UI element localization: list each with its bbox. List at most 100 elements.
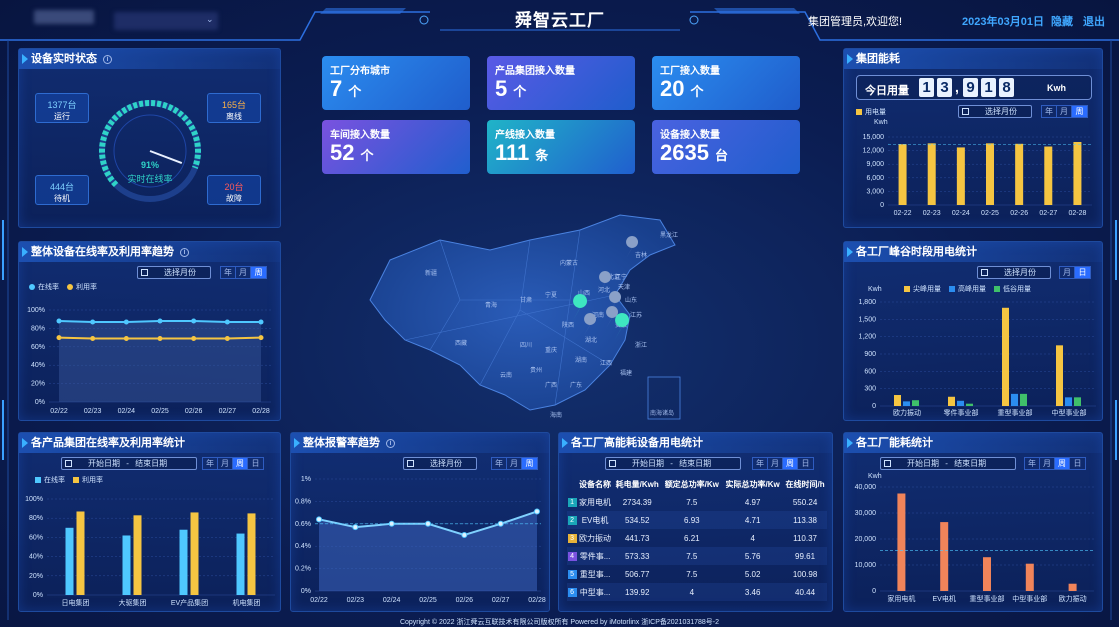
trend-month-picker[interactable]: 选择月份 — [137, 266, 211, 279]
online-rate-gauge — [99, 100, 201, 202]
info-icon[interactable]: i — [180, 247, 189, 257]
info-icon[interactable]: i — [103, 54, 112, 64]
period-option[interactable]: 周 — [522, 458, 537, 469]
peak-x-label: 重型事业部 — [998, 408, 1033, 417]
table-cell: 40.44 — [783, 583, 827, 601]
period-option[interactable]: 周 — [1072, 106, 1087, 117]
device-status-panel: 设备实时状态 i 1377台 运行 165台 离线 444台 待机 20台 故障 91% … — [18, 48, 281, 228]
period-option[interactable]: 周 — [1055, 458, 1070, 469]
period-option[interactable]: 周 — [251, 267, 266, 278]
table-cell: 4 — [750, 533, 755, 543]
product-bar — [247, 513, 256, 595]
table-row[interactable]: 1 家用电机 2734.39 7.5 4.97 550.24 — [567, 493, 827, 511]
alarm-point — [497, 520, 504, 527]
factory-energy-date-range[interactable]: 开始日期 - 结束日期 — [880, 457, 1016, 470]
factory-bar — [1025, 563, 1034, 591]
info-icon[interactable]: i — [386, 438, 395, 448]
trend-point — [191, 336, 197, 342]
energy-bar-chart: Kwh 0 3,000 6,000 9,000 12,000 15,000 02-22 02-2… — [863, 119, 1092, 217]
alarm-month-picker[interactable]: 选择月份 — [403, 457, 477, 470]
factory-tick-label: 0 — [872, 588, 876, 595]
peak-bar — [894, 395, 901, 406]
legend-item: 高峰用量 — [949, 286, 986, 293]
period-option[interactable]: 月 — [1060, 267, 1075, 278]
trend-point — [224, 336, 230, 342]
period-option[interactable]: 年 — [1042, 106, 1057, 117]
period-option[interactable]: 周 — [783, 458, 798, 469]
factory-energy-period-toggle[interactable]: 年月周日 — [1024, 457, 1086, 470]
table-header-cell — [567, 475, 577, 493]
table-cell: 100.98 — [792, 569, 818, 579]
product-date-range[interactable]: 开始日期 - 结束日期 — [61, 457, 197, 470]
period-option[interactable]: 周 — [233, 458, 248, 469]
factory-x-label: EV电机 — [933, 594, 956, 603]
device-status-title: 设备实时状态 i — [19, 49, 280, 69]
period-option[interactable]: 日 — [1073, 459, 1082, 468]
period-option[interactable]: 日 — [801, 459, 810, 468]
province-label: 贵州 — [530, 368, 543, 374]
period-option[interactable]: 年 — [492, 458, 507, 469]
energy-month-picker[interactable]: 选择月份 — [958, 105, 1032, 118]
factory-x-label: 家用电机 — [887, 594, 915, 603]
map-markers — [573, 236, 639, 339]
hide-button[interactable]: 隐藏 — [1051, 16, 1073, 28]
province-label: 浙江 — [635, 343, 648, 349]
trend-point — [90, 319, 96, 325]
table-row[interactable]: 5 重型事... 506.77 7.5 5.02 100.98 — [567, 565, 827, 583]
product-tick-label: 60% — [29, 534, 43, 541]
period-option[interactable]: 日 — [251, 459, 260, 468]
period-option[interactable]: 年 — [203, 458, 218, 469]
table-row[interactable]: 6 中型事... 139.92 4 3.46 40.44 — [567, 583, 827, 601]
table-header: 设备名称 耗电量/Kwh 额定总功率/Kw 实际总功率/Kw 在线时间/h — [567, 475, 827, 493]
period-option[interactable]: 年 — [1025, 458, 1040, 469]
province-label: 福建 — [620, 371, 633, 377]
alarm-tick-label: 0.8% — [295, 498, 311, 505]
peak-month-picker[interactable]: 选择月份 — [977, 266, 1051, 279]
energy-bar — [1044, 146, 1053, 205]
right-side-decoration — [1110, 40, 1117, 620]
peak-tick-label: 1,500 — [858, 316, 876, 323]
period-option[interactable]: 日 — [1075, 267, 1090, 278]
high-energy-period-toggle[interactable]: 年月周日 — [752, 457, 814, 470]
product-bar — [190, 512, 199, 595]
calendar-icon — [65, 460, 72, 467]
trend-period-toggle[interactable]: 年月周 — [220, 266, 267, 279]
product-period-toggle[interactable]: 年月周日 — [202, 457, 264, 470]
high-energy-date-range[interactable]: 开始日期 - 结束日期 — [605, 457, 741, 470]
stat-value: 20 个 — [660, 76, 704, 101]
table-cell: 550.24 — [792, 497, 818, 507]
trend-tick-label: 20% — [31, 381, 45, 388]
axis-unit: Kwh — [868, 286, 882, 293]
logout-button[interactable]: 退出 — [1083, 16, 1105, 28]
top-bar: ⌄ 舜智云工厂 集团管理员,欢迎您! 2023年03月01日 隐藏 退出 — [0, 0, 1119, 44]
period-option[interactable]: 年 — [221, 267, 236, 278]
period-option[interactable]: 月 — [1040, 458, 1055, 469]
province-label: 广西 — [545, 383, 558, 389]
province-label: 河北 — [598, 288, 611, 294]
period-option[interactable]: 月 — [1057, 106, 1072, 117]
period-option[interactable]: 月 — [236, 267, 251, 278]
product-bar — [65, 527, 74, 595]
rank-badge: 6 — [567, 588, 577, 597]
table-row[interactable]: 3 欧力振动 441.73 6.21 4 110.37 — [567, 529, 827, 547]
trend-x-label: 02/23 — [84, 408, 102, 415]
period-option[interactable]: 月 — [218, 458, 233, 469]
alarm-period-toggle[interactable]: 年月周 — [491, 457, 538, 470]
period-option[interactable]: 月 — [507, 458, 522, 469]
trend-area — [59, 321, 261, 402]
energy-period-toggle[interactable]: 年月周 — [1041, 105, 1088, 118]
alarm-x-label: 02/27 — [492, 597, 510, 604]
alarm-x-label: 02/28 — [528, 597, 546, 604]
table-row[interactable]: 4 零件事... 573.33 7.5 5.76 99.61 — [567, 547, 827, 565]
province-label: 天津 — [618, 285, 631, 291]
peak-period-toggle[interactable]: 月日 — [1059, 266, 1091, 279]
alarm-point — [352, 524, 359, 531]
factory-select[interactable] — [114, 12, 218, 30]
alarm-area — [319, 511, 537, 591]
table-row[interactable]: 2 EV电机 534.52 6.93 4.71 113.38 — [567, 511, 827, 529]
trend-line-chart: 0% 20% 40% 60% 80% 100% 02/22 02/23 02/24 02/25 02… — [27, 307, 271, 415]
period-option[interactable]: 月 — [768, 458, 783, 469]
period-option[interactable]: 年 — [753, 458, 768, 469]
